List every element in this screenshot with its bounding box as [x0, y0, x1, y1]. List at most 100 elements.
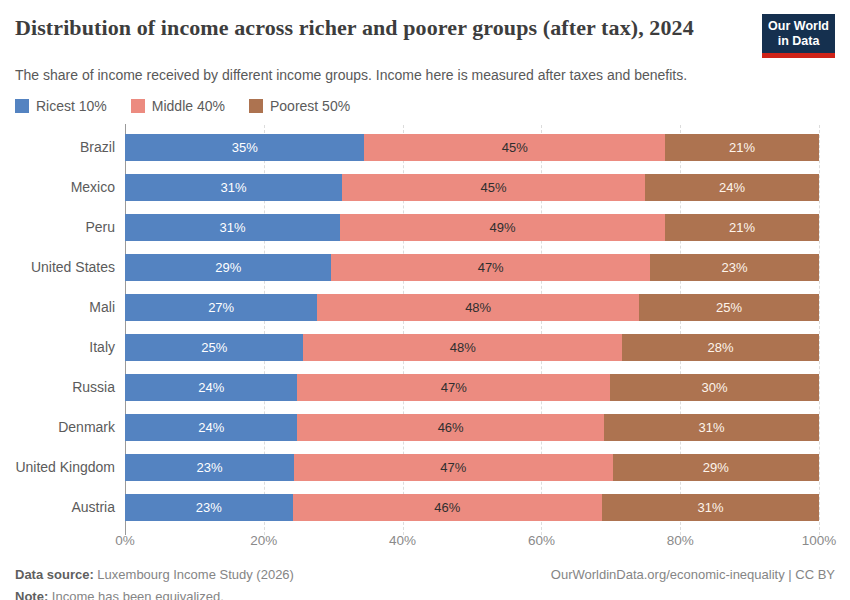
bar-value-label: 49% [489, 220, 515, 235]
country-label: Russia [15, 367, 125, 407]
bar-value-label: 48% [465, 300, 491, 315]
bar-segment-poorest-50[interactable]: 29% [613, 454, 819, 481]
bar-row: 25% 48% 28% [125, 327, 819, 367]
x-axis: 0%20%40%60%80%100% [125, 531, 819, 555]
bar-value-label: 25% [201, 340, 227, 355]
legend-label: Poorest 50% [270, 98, 350, 114]
bar-row: 24% 47% 30% [125, 367, 819, 407]
legend-item-poorest-50[interactable]: Poorest 50% [249, 98, 350, 114]
owid-logo[interactable]: Our World in Data [762, 14, 835, 58]
bar-value-label: 21% [729, 220, 755, 235]
bar-segment-middle-40[interactable]: 45% [364, 134, 664, 161]
legend-swatch-poorest-50 [249, 99, 263, 113]
bar-segment-richest-10[interactable]: 25% [125, 334, 303, 361]
bar-value-label: 24% [719, 180, 745, 195]
bar-value-label: 23% [197, 460, 223, 475]
bar-value-label: 30% [702, 380, 728, 395]
country-label: Brazil [15, 127, 125, 167]
bar-segment-richest-10[interactable]: 24% [125, 374, 297, 401]
legend-label: Ricest 10% [36, 98, 107, 114]
stacked-bar: 29% 47% 23% [125, 254, 819, 281]
country-label: Denmark [15, 407, 125, 447]
bar-value-label: 45% [481, 180, 507, 195]
bar-segment-poorest-50[interactable]: 25% [639, 294, 819, 321]
bar-value-label: 47% [441, 380, 467, 395]
bar-segment-poorest-50[interactable]: 21% [665, 134, 819, 161]
bar-segment-richest-10[interactable]: 27% [125, 294, 317, 321]
bar-value-label: 28% [708, 340, 734, 355]
stacked-bar: 27% 48% 25% [125, 294, 819, 321]
country-label: United States [15, 247, 125, 287]
legend-item-middle-40[interactable]: Middle 40% [131, 98, 225, 114]
bar-segment-middle-40[interactable]: 47% [331, 254, 649, 281]
x-tick-label: 80% [667, 533, 694, 548]
bar-segment-richest-10[interactable]: 31% [125, 214, 340, 241]
bar-value-label: 31% [220, 180, 246, 195]
stacked-bar: 25% 48% 28% [125, 334, 819, 361]
bar-value-label: 24% [198, 420, 224, 435]
bar-segment-middle-40[interactable]: 45% [342, 174, 645, 201]
bar-row: 31% 45% 24% [125, 167, 819, 207]
owid-logo-text-line2: in Data [768, 34, 829, 49]
bar-segment-poorest-50[interactable]: 31% [604, 414, 819, 441]
owid-link[interactable]: OurWorldinData.org/economic-inequality |… [551, 567, 835, 582]
bar-segment-poorest-50[interactable]: 28% [622, 334, 819, 361]
bar-row: 27% 48% 25% [125, 287, 819, 327]
plot-area: 35%45%21%31%45%24%31%49%21%29%47%23%27%4… [125, 127, 819, 527]
stacked-bar: 24% 46% 31% [125, 414, 819, 441]
bar-value-label: 35% [232, 140, 258, 155]
bar-segment-middle-40[interactable]: 49% [340, 214, 665, 241]
legend-item-richest-10[interactable]: Ricest 10% [15, 98, 107, 114]
page-title: Distribution of income across richer and… [15, 13, 694, 41]
stacked-bar: 35% 45% 21% [125, 134, 819, 161]
bar-row: 23% 47%29% [125, 447, 819, 487]
x-tick-label: 40% [389, 533, 416, 548]
legend-label: Middle 40% [152, 98, 225, 114]
bar-row: 31% 49% 21% [125, 207, 819, 247]
bar-value-label: 23% [721, 260, 747, 275]
bar-value-label: 31% [698, 500, 724, 515]
bar-value-label: 25% [716, 300, 742, 315]
note-text: Income has been equivalized. [48, 589, 224, 600]
bar-row: 29% 47% 23% [125, 247, 819, 287]
bar-segment-middle-40[interactable]: 48% [317, 294, 639, 321]
bar-segment-middle-40[interactable]: 46% [293, 494, 602, 521]
stacked-bar: 23% 46% 31% [125, 494, 819, 521]
bar-segment-poorest-50[interactable]: 23% [650, 254, 819, 281]
legend-swatch-richest-10 [15, 99, 29, 113]
bar-segment-middle-40[interactable]: 47% [297, 374, 610, 401]
bar-value-label: 46% [438, 420, 464, 435]
x-tick-label: 0% [115, 533, 135, 548]
bar-segment-richest-10[interactable]: 24% [125, 414, 297, 441]
country-label: Italy [15, 327, 125, 367]
legend-swatch-middle-40 [131, 99, 145, 113]
bar-segment-middle-40[interactable]: 48% [303, 334, 622, 361]
bar-segment-richest-10[interactable]: 31% [125, 174, 342, 201]
bar-segment-middle-40[interactable]: 47% [294, 454, 612, 481]
bar-value-label: 45% [502, 140, 528, 155]
country-labels-column: BrazilMexicoPeruUnited StatesMaliItalyRu… [15, 127, 125, 527]
bar-value-label: 31% [698, 420, 724, 435]
legend: Ricest 10% Middle 40% Poorest 50% [15, 98, 835, 114]
stacked-bar: 24% 47% 30% [125, 374, 819, 401]
header: Distribution of income across richer and… [15, 13, 835, 58]
bar-segment-richest-10[interactable]: 23% [125, 454, 294, 481]
chart-note: Note: Income has been equivalized. [15, 589, 835, 600]
bar-segment-richest-10[interactable]: 35% [125, 134, 364, 161]
chart-subtitle: The share of income received by differen… [15, 67, 835, 83]
country-label: Mali [15, 287, 125, 327]
bar-segment-poorest-50[interactable]: 24% [645, 174, 819, 201]
bar-row: 23% 46% 31% [125, 487, 819, 527]
bar-segment-richest-10[interactable]: 29% [125, 254, 331, 281]
bar-value-label: 29% [215, 260, 241, 275]
bar-segment-poorest-50[interactable]: 21% [665, 214, 819, 241]
bar-segment-poorest-50[interactable]: 31% [602, 494, 819, 521]
bar-segment-middle-40[interactable]: 46% [297, 414, 604, 441]
chart-page: Distribution of income across richer and… [0, 0, 850, 600]
bar-value-label: 23% [196, 500, 222, 515]
bar-segment-poorest-50[interactable]: 30% [610, 374, 819, 401]
data-source: Data source: Luxembourg Income Study (20… [15, 567, 294, 582]
country-label: Mexico [15, 167, 125, 207]
bar-segment-richest-10[interactable]: 23% [125, 494, 293, 521]
bar-value-label: 21% [729, 140, 755, 155]
